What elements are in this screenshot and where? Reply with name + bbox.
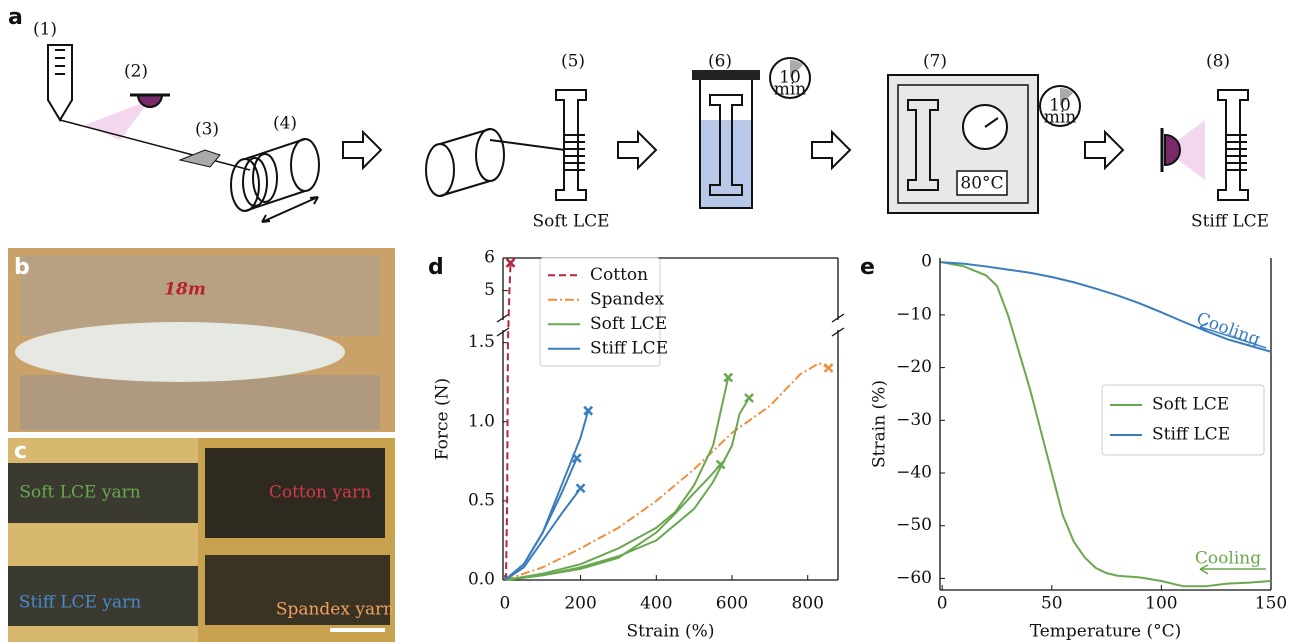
- step-label: (7): [923, 52, 947, 72]
- yarn-label: Cotton yarn: [269, 483, 371, 503]
- step-label: (6): [708, 52, 732, 72]
- y-tick-label: −60: [896, 568, 932, 588]
- end-marker: [825, 364, 833, 372]
- x-tick-label: 400: [640, 594, 672, 614]
- data-line: [505, 363, 829, 580]
- timer-unit: min: [1044, 108, 1077, 128]
- yarn-label: Soft LCE yarn: [19, 483, 140, 503]
- x-tick-label: 200: [564, 594, 596, 614]
- timer-unit: min: [774, 80, 807, 100]
- legend-label: Soft LCE: [590, 314, 667, 334]
- y-axis-label: Strain (%): [870, 380, 890, 468]
- data-line: [505, 464, 721, 580]
- step-label: (8): [1206, 52, 1230, 72]
- y-tick-label: −20: [896, 357, 932, 377]
- yarn: [15, 322, 345, 382]
- y-tick-label: −40: [896, 463, 932, 483]
- end-marker: [573, 454, 581, 462]
- end-marker: [577, 484, 585, 492]
- step-label: (1): [33, 20, 57, 40]
- y-tick-label: 6: [484, 248, 495, 268]
- step-label: (5): [561, 52, 585, 72]
- panel-label: a: [8, 5, 23, 30]
- panel-label: b: [14, 255, 30, 280]
- oven-temperature: 80°C: [960, 174, 1003, 194]
- annotation: Cooling: [1195, 549, 1261, 569]
- y-tick-label: 0.0: [468, 570, 495, 590]
- data-line: [942, 262, 1271, 352]
- x-tick-label: 0: [937, 594, 948, 614]
- x-tick-label: 50: [1041, 594, 1063, 614]
- handwritten-label: 18m: [164, 280, 206, 300]
- step-label: (2): [124, 62, 148, 82]
- yarn-label: Spandex yarn: [276, 600, 394, 620]
- figure: a (1) (2) (3) (4) (5) (6) (7) (8) Soft L…: [0, 0, 1291, 644]
- legend-label: Cotton: [590, 265, 648, 285]
- data-line: [505, 377, 728, 580]
- x-tick-label: 150: [1255, 594, 1287, 614]
- y-tick-label: 0: [921, 252, 932, 272]
- y-tick-label: −10: [896, 304, 932, 324]
- x-tick-label: 0: [499, 594, 510, 614]
- panel-label: c: [14, 439, 27, 464]
- panel-label: e: [860, 255, 875, 280]
- legend-label: Stiff LCE: [590, 338, 668, 358]
- y-tick-label: −30: [896, 410, 932, 430]
- cardboard: [20, 375, 380, 430]
- end-marker: [745, 394, 753, 402]
- stiff-label: Stiff LCE: [1191, 212, 1269, 232]
- panel-label: d: [428, 255, 444, 280]
- x-tick-label: 800: [791, 594, 823, 614]
- step-label: (3): [195, 120, 219, 140]
- process-diagram: [48, 45, 1248, 222]
- legend-label: Stiff LCE: [1152, 425, 1230, 445]
- legend-label: Soft LCE: [1152, 395, 1229, 415]
- legend-label: Spandex: [590, 289, 665, 309]
- x-tick-label: 100: [1145, 594, 1177, 614]
- x-axis-label: Strain (%): [627, 622, 715, 642]
- yarn-label: Stiff LCE yarn: [19, 593, 141, 613]
- y-axis-label: Force (N): [433, 378, 453, 460]
- soft-label: Soft LCE: [532, 212, 609, 232]
- y-tick-label: 1.0: [468, 411, 495, 431]
- y-tick-label: −50: [896, 515, 932, 535]
- y-tick-label: 1.5: [468, 332, 495, 352]
- x-tick-label: 600: [716, 594, 748, 614]
- x-axis-label: Temperature (°C): [1030, 622, 1182, 642]
- y-tick-label: 5: [484, 280, 495, 300]
- step-label: (4): [273, 114, 297, 134]
- y-tick-label: 0.5: [468, 490, 495, 510]
